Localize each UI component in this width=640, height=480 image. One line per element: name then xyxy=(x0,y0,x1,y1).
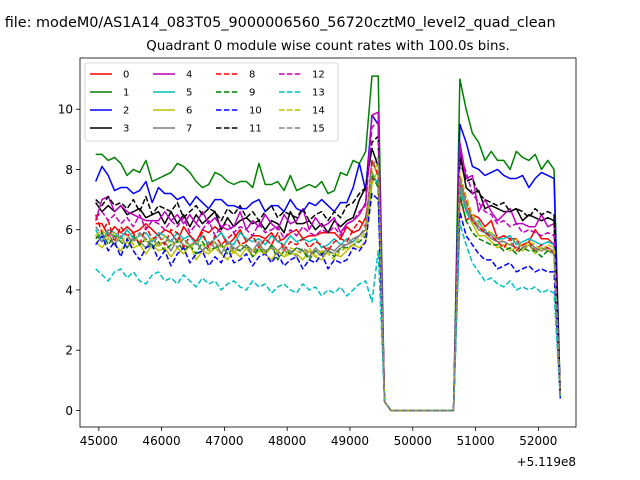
legend-label-6: 6 xyxy=(186,106,192,117)
x-tick-label: 48000 xyxy=(268,434,306,448)
series-line-10 xyxy=(95,192,562,412)
x-tick-label: 45000 xyxy=(80,434,118,448)
series-line-8 xyxy=(94,159,562,412)
y-tick-label: 6 xyxy=(65,223,73,237)
x-offset-label: +5.119e8 xyxy=(517,455,576,469)
legend-label-2: 2 xyxy=(123,106,129,117)
x-tick-label: 47000 xyxy=(205,434,243,448)
chart-title: Quadrant 0 module wise count rates with … xyxy=(146,39,509,54)
series-line-15 xyxy=(95,156,562,412)
figure-suptitle: n file: modeM0/AS1A14_083T05_9000006560_… xyxy=(0,15,556,31)
legend-label-12: 12 xyxy=(312,70,325,81)
y-tick-label: 10 xyxy=(58,103,73,117)
y-tick-label: 0 xyxy=(65,404,73,418)
legend-label-9: 9 xyxy=(249,88,255,99)
x-tick-label: 50000 xyxy=(394,434,432,448)
legend-label-3: 3 xyxy=(123,124,129,135)
series-line-4 xyxy=(94,111,562,412)
series-line-1 xyxy=(95,75,562,412)
x-tick-label: 51000 xyxy=(456,434,494,448)
x-tick-label: 49000 xyxy=(331,434,369,448)
legend-label-8: 8 xyxy=(249,70,255,81)
x-axis: 45000 46000 47000 48000 49000 50000 51000 52000 xyxy=(80,427,557,448)
y-tick-label: 4 xyxy=(65,283,73,297)
series-line-14 xyxy=(95,162,562,412)
legend-label-14: 14 xyxy=(312,106,325,117)
series-line-13 xyxy=(95,222,562,412)
y-tick-label: 8 xyxy=(65,163,73,177)
x-tick-label: 52000 xyxy=(519,434,557,448)
series-layer xyxy=(94,75,562,412)
y-axis: 0 2 4 6 8 10 xyxy=(58,103,80,418)
series-line-2 xyxy=(95,114,562,412)
x-tick-label: 46000 xyxy=(143,434,181,448)
legend-label-15: 15 xyxy=(312,124,325,135)
legend-label-7: 7 xyxy=(186,124,192,135)
legend-label-10: 10 xyxy=(249,106,262,117)
axes-frame xyxy=(79,57,577,428)
legend-label-1: 1 xyxy=(123,88,129,99)
y-tick-label: 2 xyxy=(65,344,73,358)
legend-label-4: 4 xyxy=(186,70,192,81)
legend-frame xyxy=(84,62,339,142)
series-line-9 xyxy=(95,174,562,412)
legend-label-11: 11 xyxy=(249,124,262,135)
series-line-12 xyxy=(95,120,562,412)
legend-label-0: 0 xyxy=(123,70,129,81)
legend-label-13: 13 xyxy=(312,88,325,99)
legend-label-5: 5 xyxy=(186,88,192,99)
series-line-11 xyxy=(95,135,562,412)
